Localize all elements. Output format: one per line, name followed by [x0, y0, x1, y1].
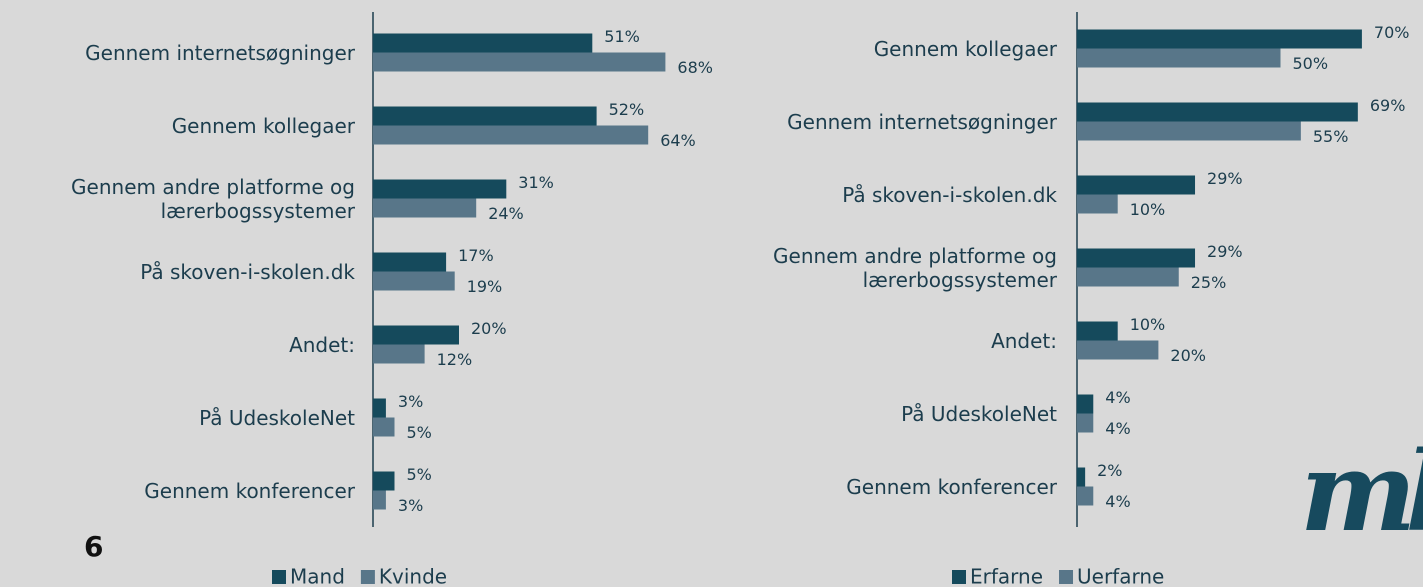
category-label: Gennem kollegaer [171, 113, 355, 138]
data-label: 31% [518, 173, 554, 192]
data-label: 50% [1293, 54, 1329, 73]
bar [373, 33, 593, 53]
category-label: På UdeskoleNet [901, 401, 1057, 426]
legend-swatch [952, 570, 966, 584]
bar [1077, 248, 1196, 268]
category-label: Gennem konferencer [144, 478, 355, 503]
bar [373, 106, 597, 126]
category-label: Gennem internetsøgninger [85, 40, 355, 65]
legend-label: Kvinde [379, 565, 447, 587]
bar [373, 471, 395, 491]
data-label: 2% [1097, 461, 1122, 480]
category-label: Andet: [991, 328, 1057, 353]
data-label: 24% [488, 204, 524, 223]
bar [1077, 29, 1362, 49]
legend-swatch [1059, 570, 1074, 584]
category-label: På skoven-i-skolen.dk [842, 182, 1057, 207]
data-label: 20% [471, 319, 507, 338]
data-label: 25% [1191, 273, 1227, 292]
bar [373, 344, 425, 364]
legend-swatch [360, 570, 375, 584]
data-label: 69% [1370, 96, 1406, 115]
bar [1077, 102, 1358, 122]
page-number: 6 [84, 530, 103, 563]
data-label: 12% [437, 350, 473, 369]
bar [1077, 467, 1086, 487]
data-label: 4% [1105, 388, 1130, 407]
bar [1077, 121, 1301, 141]
data-label: 4% [1105, 492, 1130, 511]
data-label: 20% [1170, 346, 1206, 365]
category-label: Gennem internetsøgninger [787, 109, 1057, 134]
bar [1077, 486, 1094, 506]
data-label: 17% [458, 246, 494, 265]
data-label: 70% [1374, 23, 1410, 42]
bar [373, 198, 477, 218]
bar [373, 271, 455, 291]
data-label: 3% [398, 392, 423, 411]
bar [373, 325, 459, 345]
bar [373, 490, 386, 510]
category-label: Gennem konferencer [846, 474, 1057, 499]
bar [373, 398, 386, 418]
data-label: 29% [1207, 169, 1243, 188]
bar [1077, 267, 1179, 287]
category-label: På skoven-i-skolen.dk [140, 259, 355, 284]
bar [373, 179, 507, 199]
legend-label: Erfarne [970, 565, 1043, 587]
legend-swatch [272, 570, 286, 584]
data-label: 55% [1313, 127, 1349, 146]
data-label: 10% [1130, 315, 1166, 334]
category-label: Gennem kollegaer [873, 36, 1057, 61]
bar [1077, 175, 1196, 195]
data-label: 51% [604, 27, 640, 46]
category-label: På UdeskoleNet [199, 405, 355, 430]
data-label: 4% [1105, 419, 1130, 438]
bar [373, 125, 649, 145]
bar [1077, 413, 1094, 433]
data-label: 64% [660, 131, 696, 150]
category-label: Gennem andre platforme og lærerbogssyste… [773, 243, 1057, 292]
bar [1077, 340, 1159, 360]
logo: mb [1300, 427, 1423, 556]
data-label: 10% [1130, 200, 1166, 219]
legend-label: Mand [290, 565, 345, 587]
data-label: 5% [407, 423, 432, 442]
bar [373, 417, 395, 437]
data-label: 52% [609, 100, 645, 119]
legend-label: Uerfarne [1077, 565, 1164, 587]
bar [1077, 321, 1118, 341]
category-label: Gennem andre platforme og lærerbogssyste… [71, 174, 355, 223]
bar [373, 52, 666, 72]
bar [373, 252, 447, 272]
data-label: 19% [467, 277, 503, 296]
data-label: 3% [398, 496, 423, 515]
bar [1077, 394, 1094, 414]
data-label: 29% [1207, 242, 1243, 261]
category-label: Andet: [289, 332, 355, 357]
data-label: 5% [407, 465, 432, 484]
data-label: 68% [677, 58, 713, 77]
bar [1077, 48, 1281, 68]
bar [1077, 194, 1118, 214]
